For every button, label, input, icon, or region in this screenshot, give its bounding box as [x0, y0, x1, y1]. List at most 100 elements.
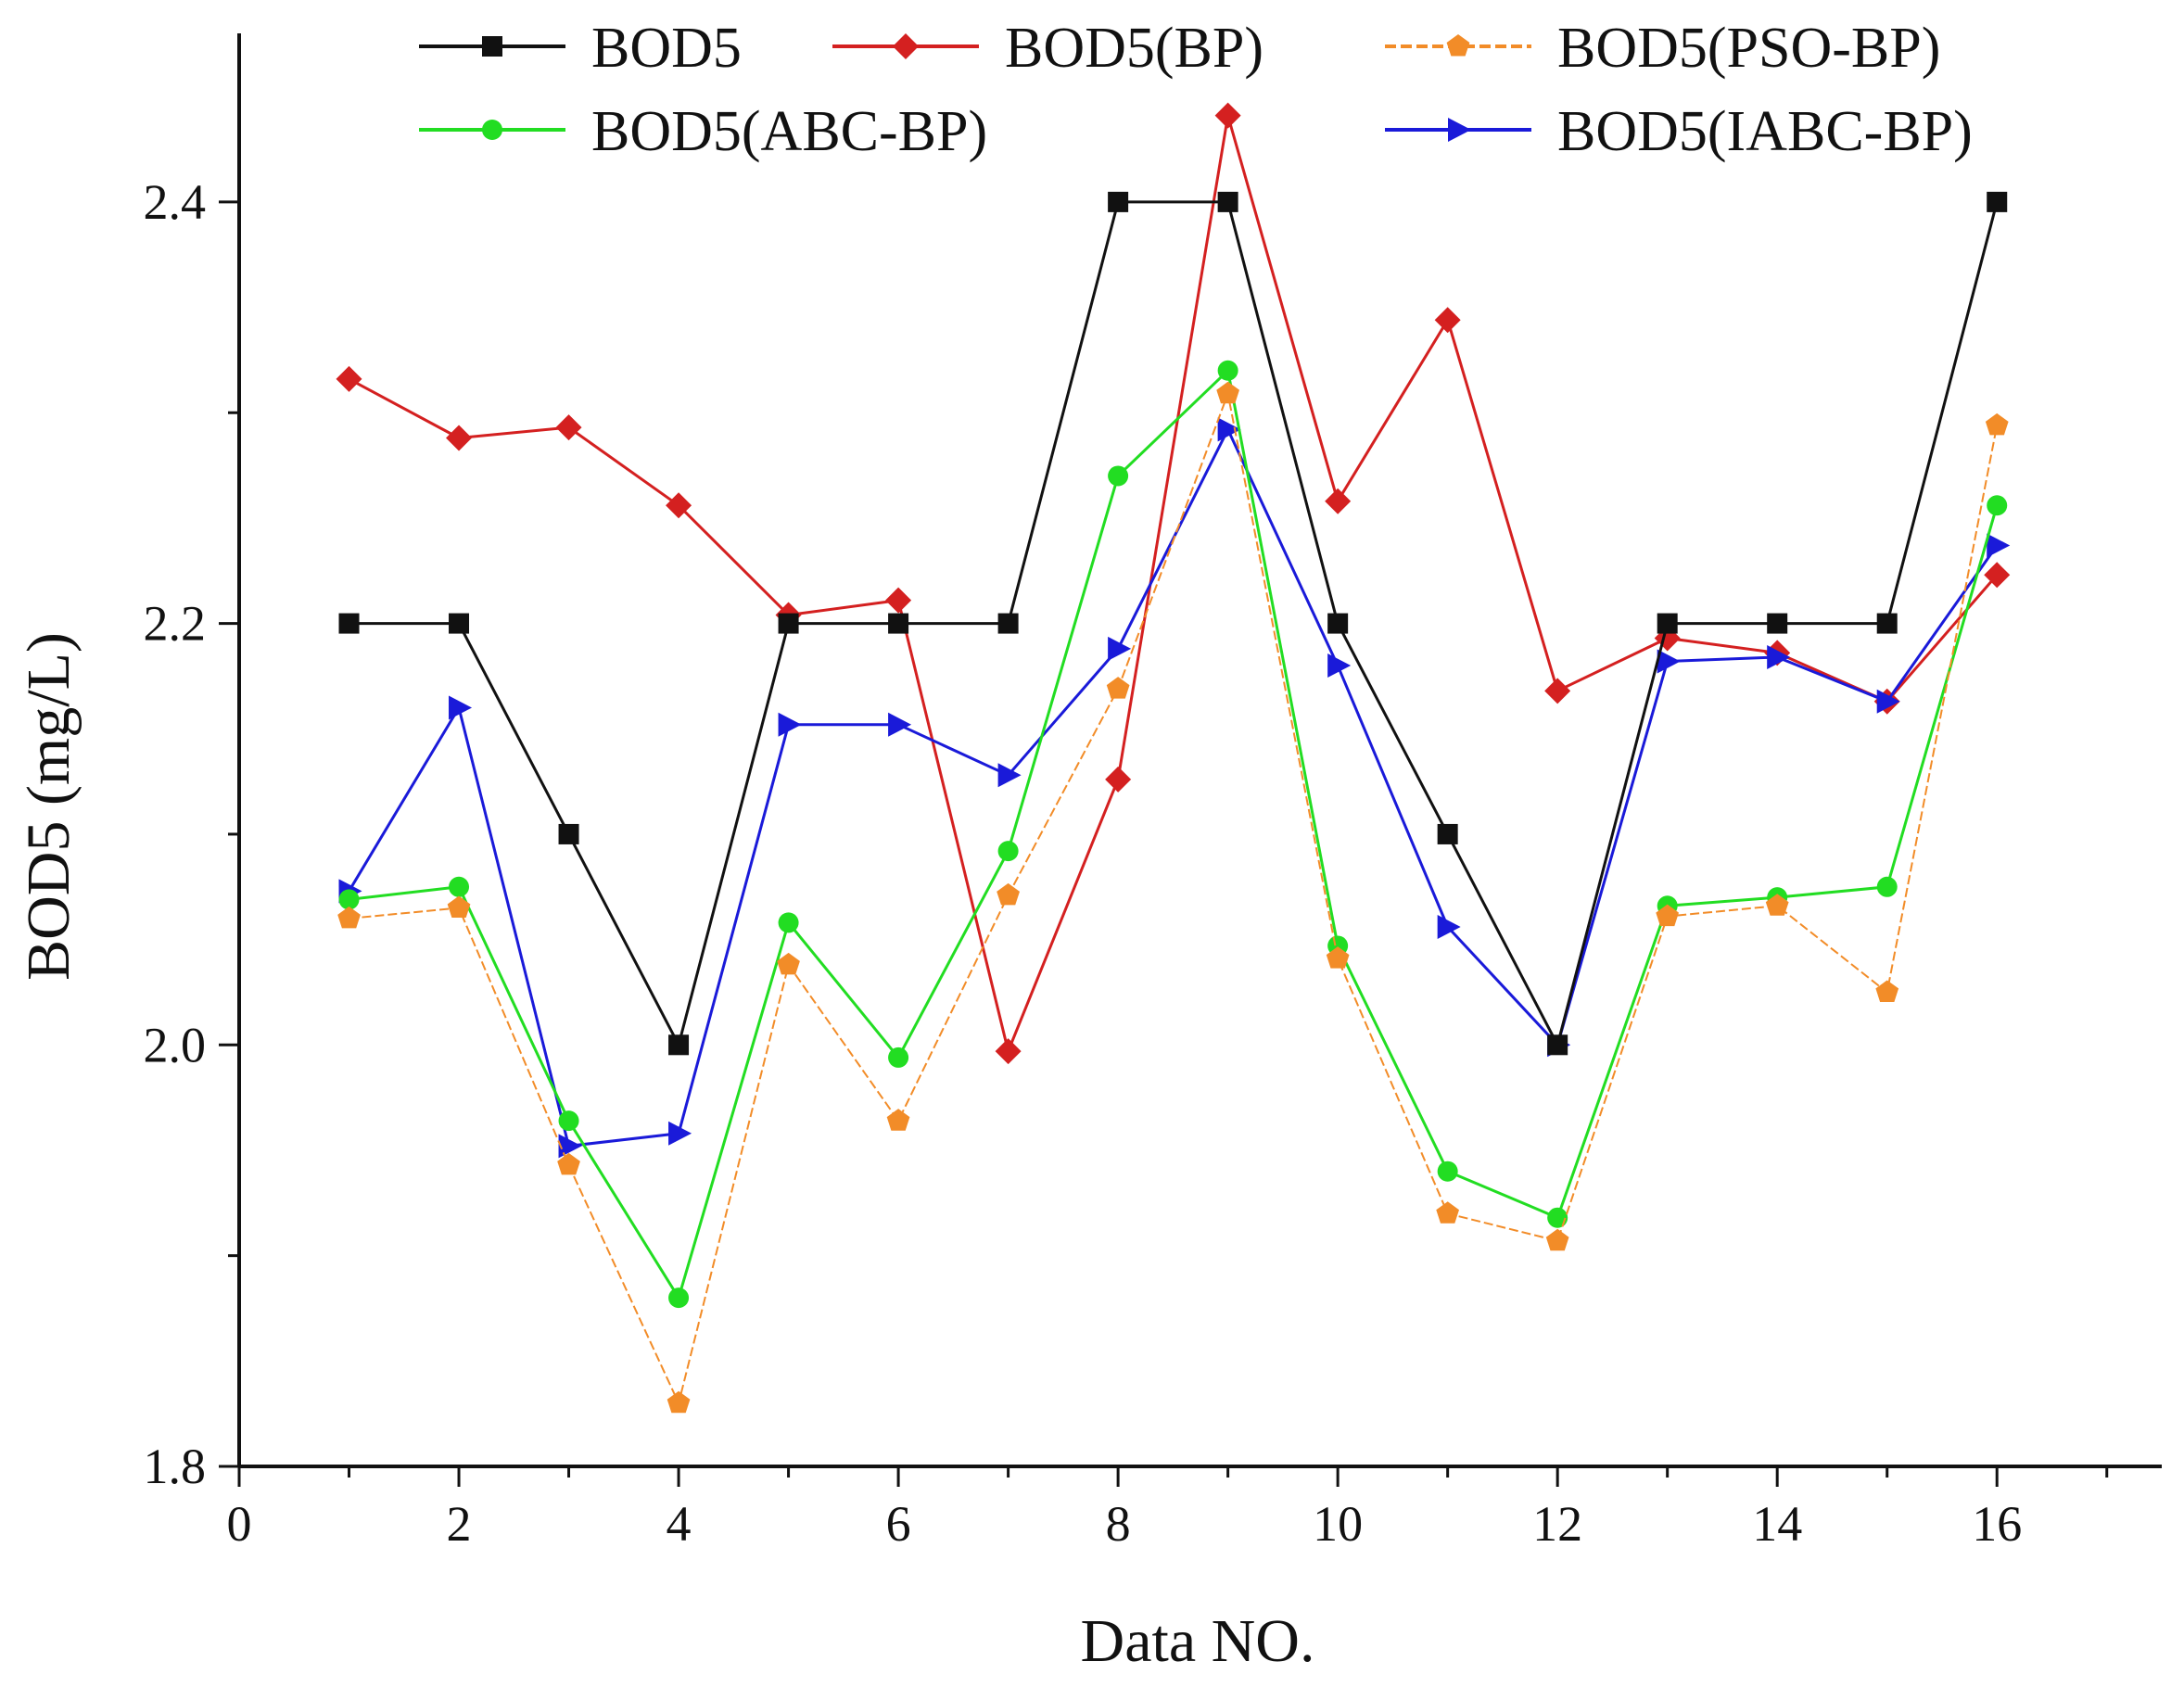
legend-label: BOD5(PSO-BP) [1557, 17, 1940, 80]
data-point [449, 695, 473, 720]
data-point [997, 841, 1019, 862]
data-point [558, 1110, 579, 1132]
data-point [555, 414, 582, 441]
legend-item-bod5-bp: BOD5(BP) [832, 17, 1263, 80]
x-tick-label: 8 [1106, 1496, 1131, 1552]
legend-swatch-marker [893, 33, 919, 59]
data-point [668, 1287, 690, 1309]
data-point [1987, 495, 2008, 516]
data-point [338, 889, 360, 910]
legend-label: BOD5(BP) [1005, 17, 1263, 80]
legend-swatch-marker [1448, 118, 1471, 142]
axes: 0 2 4 6 8 10 12 14 16 1.8 2.0 2.2 2.4 [144, 33, 2162, 1552]
data-point [1327, 653, 1352, 679]
series-line [348, 114, 1999, 1053]
data-point [558, 1134, 582, 1159]
data-point [1217, 417, 1241, 442]
x-axis-label: Data NO. [1081, 1607, 1315, 1675]
data-point [778, 712, 802, 737]
data-point [1437, 914, 1461, 939]
data-point [1108, 636, 1132, 661]
y-axis-label: BOD5 (mg/L) [15, 632, 83, 981]
series-bod5 [338, 191, 2008, 1056]
series-bod5-pso-bp [337, 381, 2009, 1414]
x-tick-label: 14 [1752, 1496, 1802, 1552]
data-point [1987, 533, 2011, 558]
data-point [337, 906, 361, 929]
data-point [1327, 613, 1349, 634]
data-point [997, 613, 1019, 634]
legend-item-bod5-abc-bp: BOD5(ABC-BP) [419, 100, 987, 163]
data-point [1656, 904, 1679, 927]
y-tick-label: 2.2 [144, 596, 207, 652]
data-point [995, 1038, 1022, 1065]
data-point [997, 763, 1022, 788]
y-tick-label: 2.0 [144, 1017, 207, 1072]
legend-swatch-marker [482, 120, 502, 140]
data-point [1214, 102, 1241, 129]
data-point [1876, 689, 1900, 714]
data-point [1105, 766, 1132, 793]
x-tick-label: 12 [1532, 1496, 1582, 1552]
series-line [349, 392, 1999, 1404]
series-bod5-iabc-bp [338, 417, 2011, 1159]
data-point [1108, 191, 1129, 212]
data-point [1767, 613, 1788, 634]
data-point [1437, 1161, 1458, 1182]
data-point [1437, 823, 1458, 844]
data-point [778, 912, 799, 933]
data-point [888, 613, 909, 634]
data-point [338, 613, 360, 634]
x-tick-label: 10 [1313, 1496, 1363, 1552]
data-point [1987, 191, 2008, 212]
legend-label: BOD5(ABC-BP) [591, 100, 987, 163]
data-point [886, 1109, 910, 1131]
x-tick-label: 4 [667, 1496, 692, 1552]
data-point [1436, 1201, 1459, 1224]
data-point [1325, 488, 1352, 514]
series-line [349, 200, 1999, 1046]
data-point [885, 587, 912, 614]
data-point [1984, 562, 2011, 589]
legend: BOD5 BOD5(BP) BOD5(PSO-BP) BOD5(ABC-BP) BOD5… [419, 17, 1973, 163]
data-point [888, 1046, 909, 1068]
data-point [1876, 876, 1898, 897]
legend-item-bod5-pso-bp: BOD5(PSO-BP) [1385, 17, 1940, 80]
x-tick-label: 16 [1972, 1496, 2022, 1552]
data-point [446, 425, 473, 451]
data-point [336, 365, 362, 392]
legend-swatch-marker [482, 36, 502, 57]
y-tick-label: 2.4 [144, 174, 207, 230]
data-point [1545, 1228, 1569, 1251]
legend-item-bod5-iabc-bp: BOD5(IABC-BP) [1385, 100, 1973, 163]
data-point [667, 1390, 691, 1414]
data-point [1765, 894, 1789, 916]
data-point [1547, 1034, 1568, 1056]
data-point [557, 1152, 580, 1175]
data-point [1544, 678, 1571, 704]
legend-swatch-marker [1446, 34, 1470, 57]
data-point [447, 895, 471, 918]
data-point [1876, 613, 1898, 634]
data-point [1217, 360, 1238, 381]
data-point [668, 1034, 690, 1056]
data-point [777, 952, 800, 975]
data-point [888, 712, 912, 737]
data-point [1106, 677, 1130, 699]
series-line [349, 369, 1999, 1300]
x-tick-label: 0 [227, 1496, 252, 1552]
data-point [1657, 649, 1681, 674]
data-point [1217, 191, 1238, 212]
legend-label: BOD5 [591, 17, 742, 80]
series-bod5-bp [336, 102, 2011, 1065]
data-point [1767, 644, 1791, 669]
y-tick-label: 1.8 [144, 1439, 207, 1494]
data-point [666, 492, 692, 519]
data-point [668, 1121, 692, 1146]
data-point [1547, 1207, 1568, 1228]
legend-item-bod5: BOD5 [419, 17, 742, 80]
series-layer [336, 102, 2011, 1414]
data-point [1875, 980, 1899, 1002]
data-point [449, 613, 470, 634]
